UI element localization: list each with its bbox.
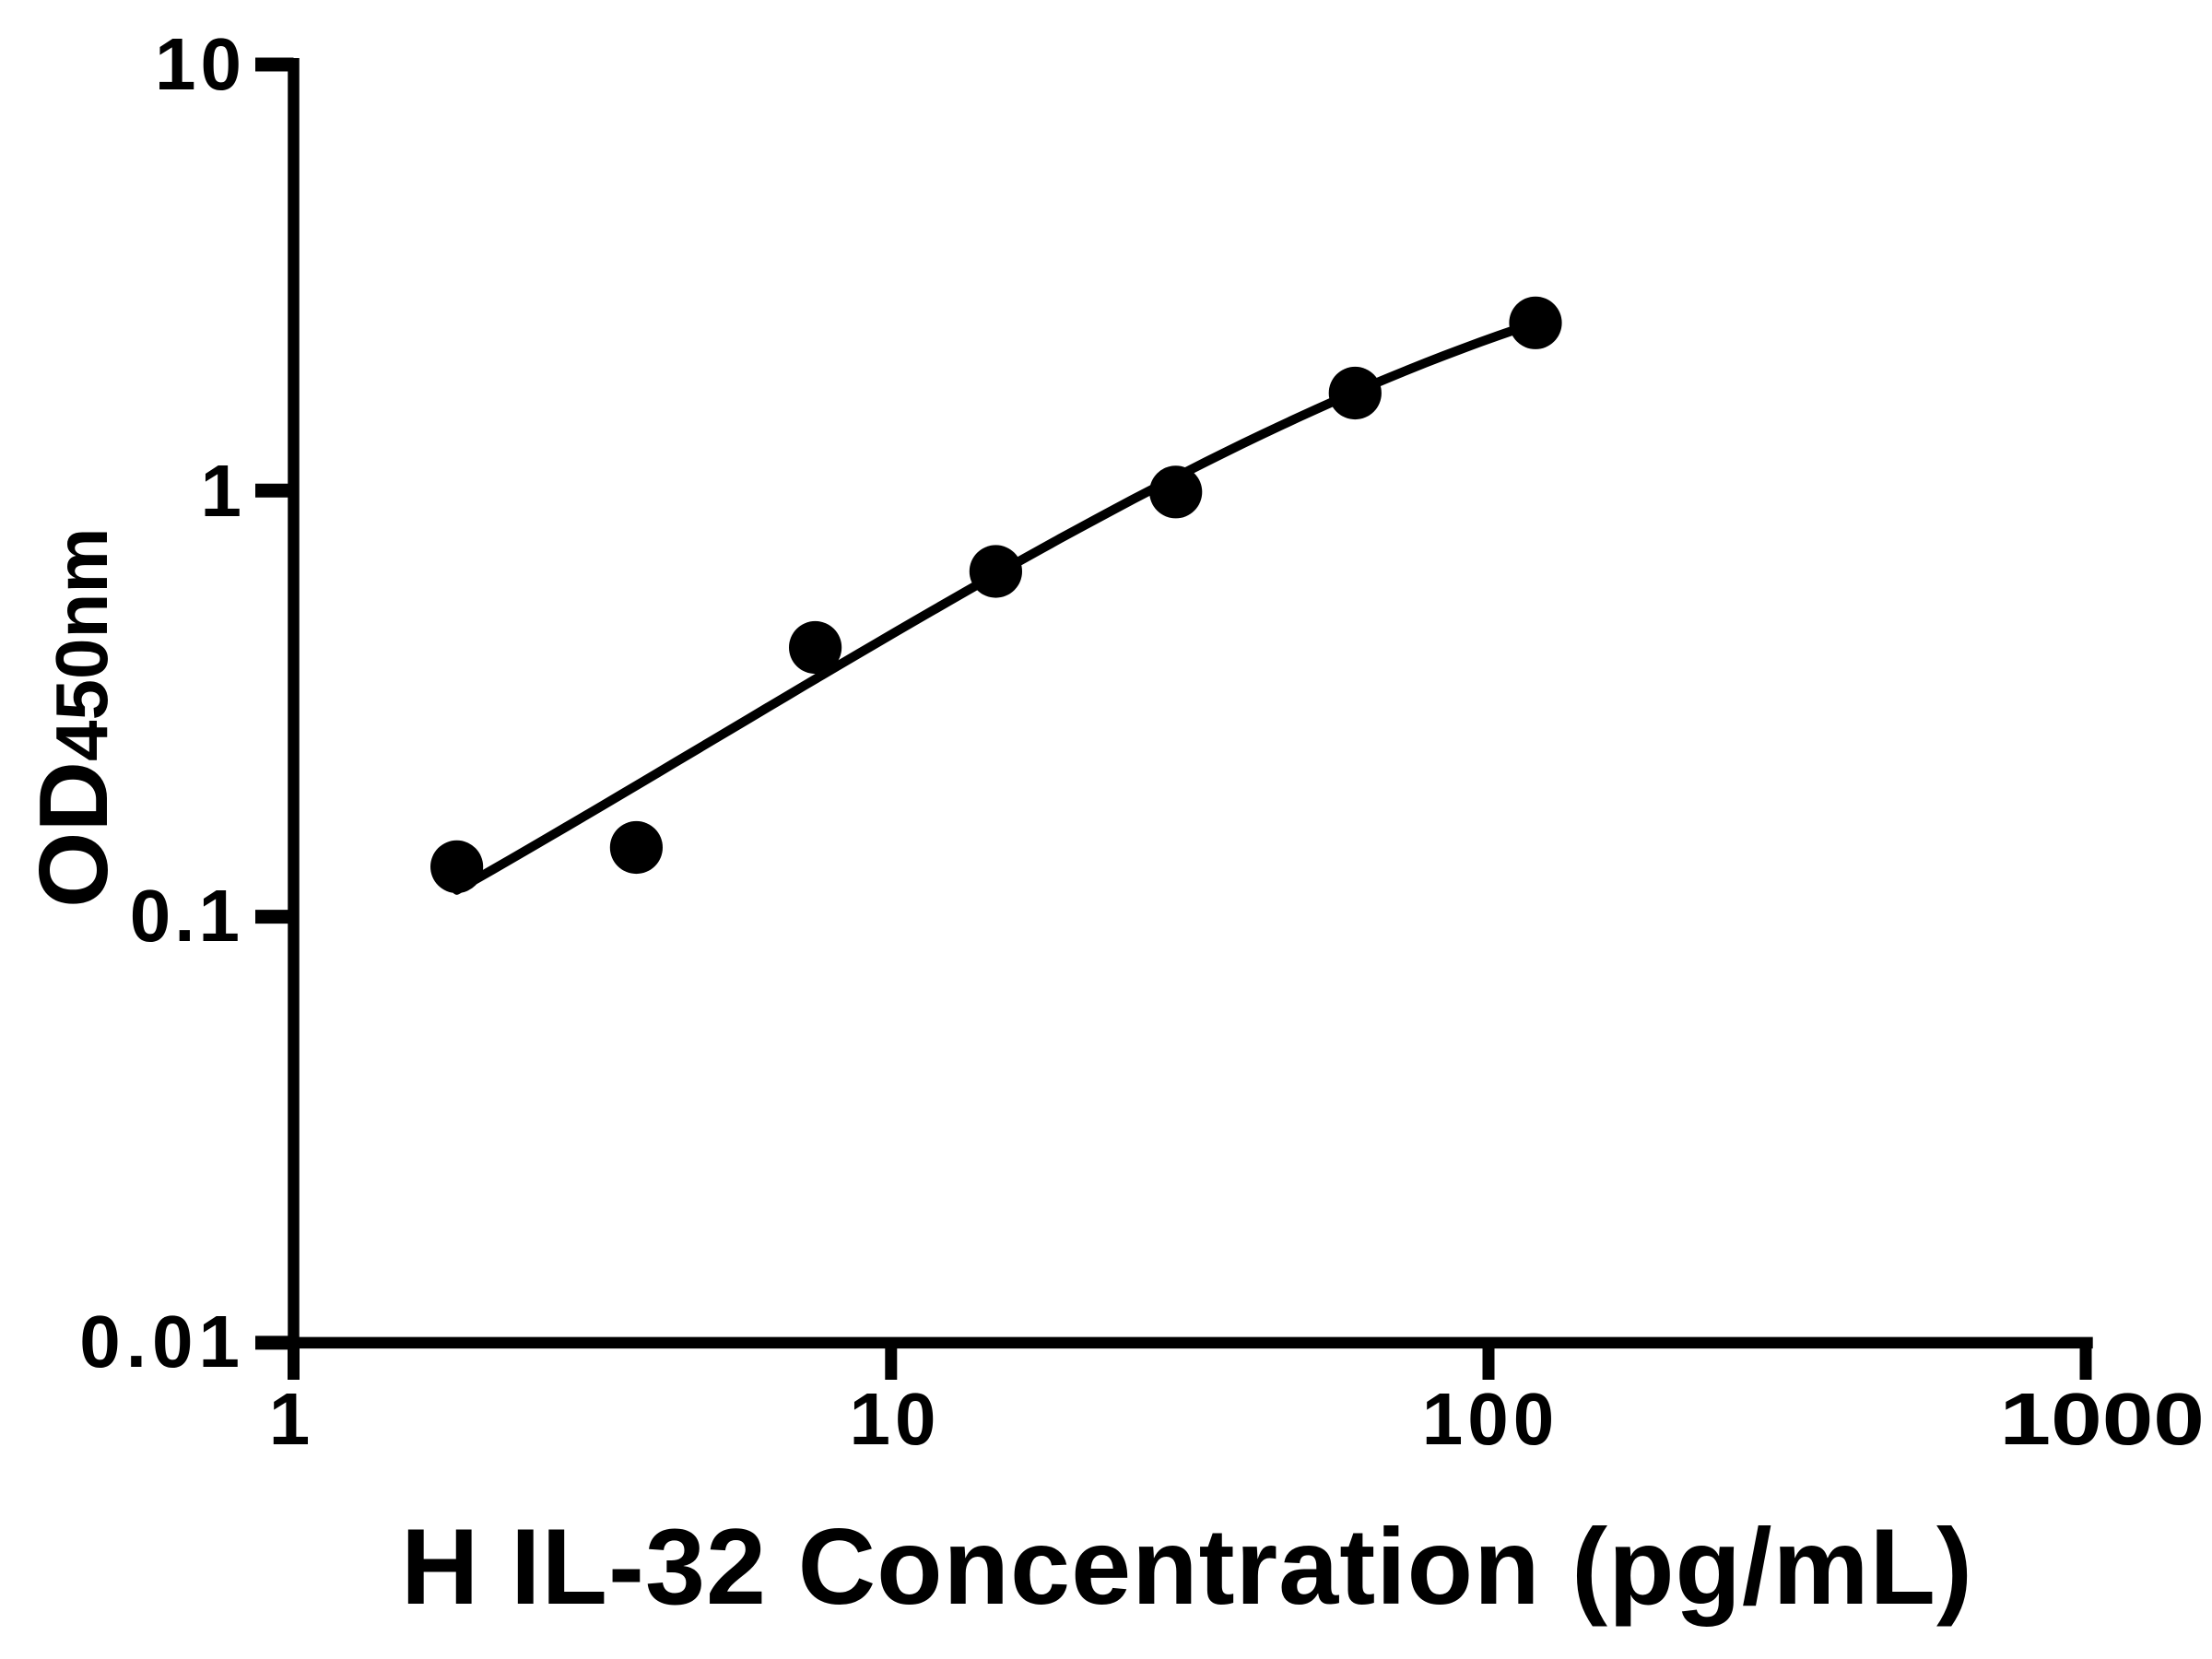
svg-text:0.01: 0.01 [79,1300,245,1382]
svg-text:1000: 1000 [1999,1378,2204,1460]
svg-text:0.1: 0.1 [130,875,243,957]
svg-text:10: 10 [850,1378,941,1460]
svg-text:100: 100 [1422,1378,1559,1460]
svg-text:10: 10 [155,23,246,105]
svg-text:H IL-32 Concentration (pg/mL): H IL-32 Concentration (pg/mL) [401,1506,1973,1627]
svg-text:1: 1 [269,1378,311,1460]
svg-text:1: 1 [201,450,242,532]
